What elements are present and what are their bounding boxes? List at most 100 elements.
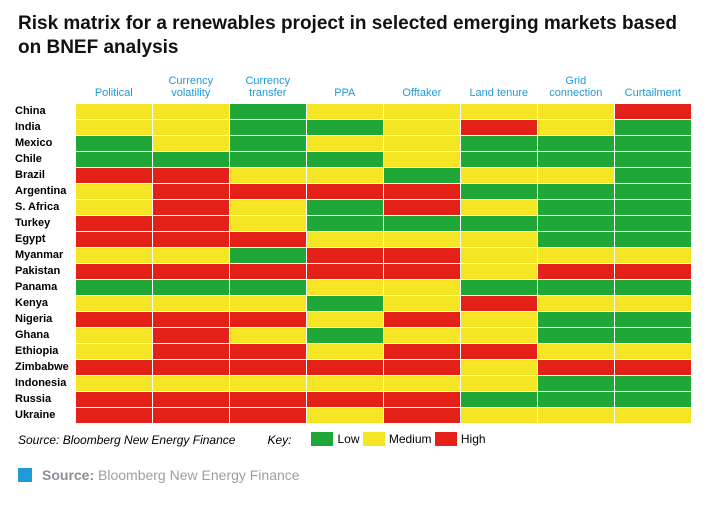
heatmap-cell bbox=[461, 168, 537, 183]
row-header: Zimbabwe bbox=[15, 360, 75, 375]
heatmap-cell bbox=[384, 200, 460, 215]
heatmap-cell bbox=[153, 104, 229, 119]
heatmap-cell bbox=[76, 328, 152, 343]
heatmap-cell bbox=[230, 328, 306, 343]
heatmap-cell bbox=[538, 200, 614, 215]
heatmap-cell bbox=[461, 296, 537, 311]
page-title: Risk matrix for a renewables project in … bbox=[18, 12, 678, 60]
heatmap-cell bbox=[461, 392, 537, 407]
heatmap-cell bbox=[153, 376, 229, 391]
heatmap-cell bbox=[461, 248, 537, 263]
heatmap-cell bbox=[153, 312, 229, 327]
heatmap-cell bbox=[384, 312, 460, 327]
heatmap-cell bbox=[461, 408, 537, 423]
heatmap-cell bbox=[538, 264, 614, 279]
heatmap-cell bbox=[384, 184, 460, 199]
heatmap-cell bbox=[307, 104, 383, 119]
row-header: Ukraine bbox=[15, 408, 75, 423]
heatmap-cell bbox=[307, 376, 383, 391]
row-header: Egypt bbox=[15, 232, 75, 247]
heatmap-cell bbox=[76, 216, 152, 231]
heatmap-cell bbox=[307, 136, 383, 151]
legend-label: Medium bbox=[389, 432, 432, 446]
heatmap-cell bbox=[76, 392, 152, 407]
heatmap-cell bbox=[307, 312, 383, 327]
heatmap-cell bbox=[230, 280, 306, 295]
row-header: China bbox=[15, 104, 75, 119]
heatmap-cell bbox=[538, 280, 614, 295]
column-header: Grid connection bbox=[538, 73, 614, 103]
row-header: Pakistan bbox=[15, 264, 75, 279]
legend-item: Low bbox=[311, 432, 359, 446]
heatmap-cell bbox=[615, 232, 691, 247]
heatmap-cell bbox=[615, 376, 691, 391]
heatmap-cell bbox=[230, 104, 306, 119]
column-header: Land tenure bbox=[461, 73, 537, 103]
heatmap-table: PoliticalCurrency volatilityCurrency tra… bbox=[14, 72, 692, 424]
heatmap-cell bbox=[461, 200, 537, 215]
heatmap-cell bbox=[230, 216, 306, 231]
heatmap-cell bbox=[230, 168, 306, 183]
heatmap-cell bbox=[153, 232, 229, 247]
heatmap-cell bbox=[615, 312, 691, 327]
footer-source-value: Bloomberg New Energy Finance bbox=[98, 467, 300, 483]
heatmap-cell bbox=[538, 408, 614, 423]
heatmap-cell bbox=[76, 360, 152, 375]
heatmap-cell bbox=[384, 120, 460, 135]
heatmap-cell bbox=[461, 264, 537, 279]
column-header: Currency volatility bbox=[153, 73, 229, 103]
heatmap-cell bbox=[76, 104, 152, 119]
heatmap-cell bbox=[307, 216, 383, 231]
heatmap-cell bbox=[615, 120, 691, 135]
heatmap-cell bbox=[461, 184, 537, 199]
heatmap-cell bbox=[615, 168, 691, 183]
row-header: Chile bbox=[15, 152, 75, 167]
heatmap-cell bbox=[538, 376, 614, 391]
heatmap-cell bbox=[538, 184, 614, 199]
heatmap-cell bbox=[538, 328, 614, 343]
heatmap-cell bbox=[230, 136, 306, 151]
heatmap-cell bbox=[230, 344, 306, 359]
heatmap-cell bbox=[230, 360, 306, 375]
heatmap-cell bbox=[307, 328, 383, 343]
heatmap-cell bbox=[230, 248, 306, 263]
column-header: Curtailment bbox=[615, 73, 691, 103]
heatmap-cell bbox=[461, 232, 537, 247]
heatmap-cell bbox=[538, 232, 614, 247]
page-root: Risk matrix for a renewables project in … bbox=[0, 0, 720, 491]
footer-source: Source: Bloomberg New Energy Finance bbox=[18, 467, 702, 483]
heatmap-cell bbox=[461, 152, 537, 167]
heatmap-cell bbox=[538, 136, 614, 151]
heatmap-cell bbox=[384, 280, 460, 295]
heatmap-cell bbox=[153, 136, 229, 151]
heatmap-cell bbox=[615, 280, 691, 295]
heatmap-cell bbox=[230, 408, 306, 423]
heatmap-cell bbox=[615, 136, 691, 151]
heatmap-cell bbox=[615, 344, 691, 359]
heatmap-cell bbox=[384, 232, 460, 247]
heatmap-cell bbox=[76, 152, 152, 167]
heatmap-cell bbox=[461, 376, 537, 391]
heatmap-cell bbox=[307, 168, 383, 183]
heatmap-cell bbox=[76, 168, 152, 183]
heatmap-cell bbox=[76, 200, 152, 215]
heatmap-cell bbox=[153, 248, 229, 263]
column-header: Political bbox=[76, 73, 152, 103]
heatmap-cell bbox=[538, 344, 614, 359]
footer-source-label: Source: bbox=[42, 467, 94, 483]
heatmap-cell bbox=[615, 408, 691, 423]
heatmap-cell bbox=[615, 152, 691, 167]
heatmap-cell bbox=[538, 312, 614, 327]
corner-cell bbox=[15, 73, 75, 103]
inline-source: Source: Bloomberg New Energy Finance bbox=[18, 433, 235, 447]
heatmap-cell bbox=[230, 184, 306, 199]
heatmap-cell bbox=[230, 312, 306, 327]
heatmap-cell bbox=[461, 328, 537, 343]
heatmap-cell bbox=[384, 168, 460, 183]
heatmap-cell bbox=[76, 376, 152, 391]
heatmap-cell bbox=[307, 152, 383, 167]
heatmap-cell bbox=[153, 344, 229, 359]
row-header: Kenya bbox=[15, 296, 75, 311]
legend-item: Medium bbox=[363, 432, 432, 446]
heatmap-cell bbox=[307, 200, 383, 215]
